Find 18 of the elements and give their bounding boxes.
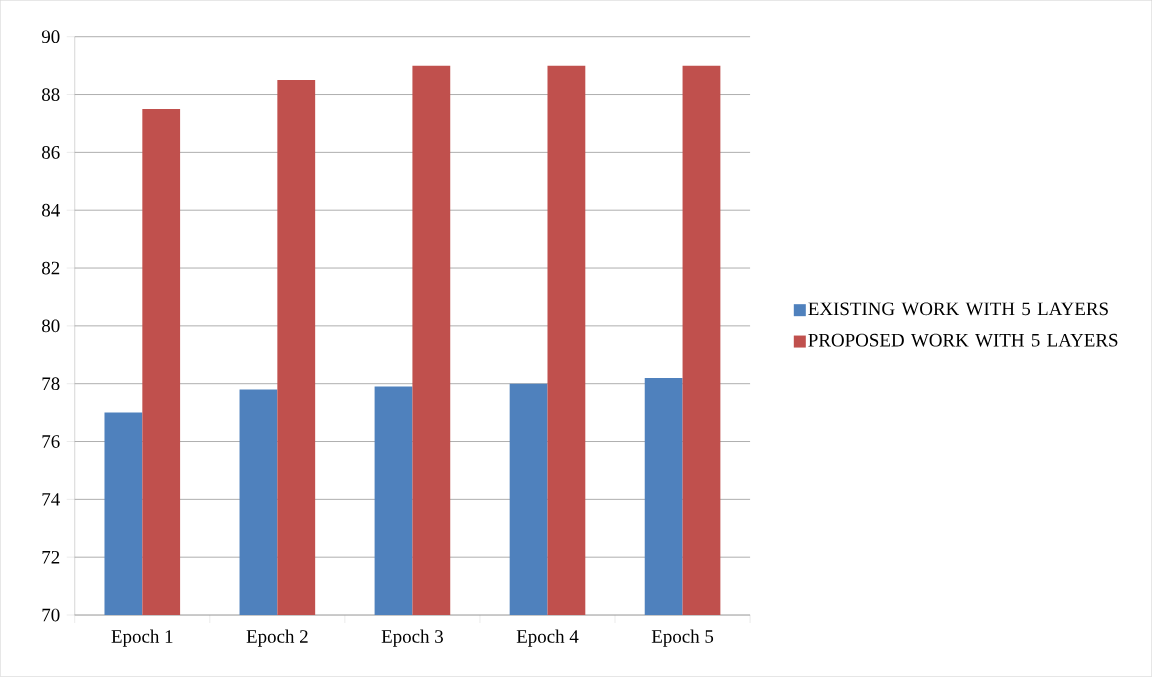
y-tick-label: 86 [42,146,60,159]
y-tick-label: 80 [42,319,60,333]
legend-label: PROPOSED WORK WITH 5 LAYERS [808,333,1118,347]
y-tick-label: 76 [42,435,60,449]
x-tick-label: Epoch 1 [111,629,173,647]
x-tick-label: Epoch 2 [246,629,308,647]
y-tick-label: 70 [42,608,60,622]
y-tick-label: 78 [42,377,60,391]
y-tick-label: 72 [42,551,60,564]
y-tick-label: 82 [42,261,60,275]
x-tick-label: Epoch 4 [516,629,579,647]
y-tick-label: 74 [42,493,60,506]
y-tick-label: 90 [41,30,60,44]
x-tick-label: Epoch 3 [381,629,443,647]
y-tick-label: 84 [42,203,60,217]
y-tick-label: 88 [42,88,60,102]
legend-label: EXISTING WORK WITH 5 LAYERS [808,302,1108,316]
x-tick-label: Epoch 5 [651,629,714,647]
